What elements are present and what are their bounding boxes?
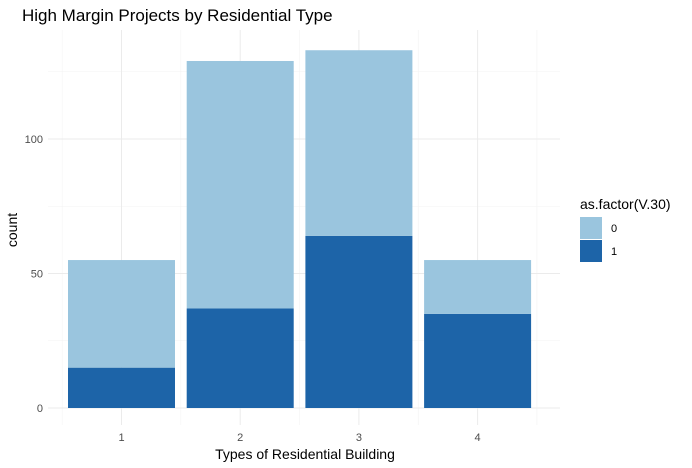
legend-key-0 <box>580 217 602 239</box>
chart-title: High Margin Projects by Residential Type <box>22 6 333 25</box>
bar-segment-series-1 <box>305 235 413 408</box>
y-tick-label: 0 <box>37 403 43 415</box>
bar-segment-series-0 <box>68 260 175 368</box>
bar-segment-series-0 <box>424 260 532 314</box>
bar-segment-series-0 <box>305 50 413 236</box>
y-axis-title: count <box>4 213 20 247</box>
x-tick-label: 3 <box>356 432 362 444</box>
y-tick-label: 100 <box>25 134 43 146</box>
bar-segment-series-1 <box>68 367 175 408</box>
x-tick-label: 2 <box>237 432 243 444</box>
x-axis-title: Types of Residential Building <box>215 446 395 462</box>
plot-area: 0 50 100 1 2 3 4 <box>25 30 560 444</box>
x-tick-label: 1 <box>118 432 124 444</box>
legend-title: as.factor(V.30) <box>580 196 671 212</box>
bar-segment-series-1 <box>424 313 532 408</box>
legend-key-1 <box>580 240 602 262</box>
legend: as.factor(V.30) 0 1 <box>580 196 671 262</box>
bar-segment-series-0 <box>186 60 294 309</box>
legend-label-1: 1 <box>611 246 617 258</box>
y-tick-label: 50 <box>31 269 43 281</box>
bar-segment-series-1 <box>186 308 294 408</box>
legend-label-0: 0 <box>611 223 617 235</box>
x-tick-label: 4 <box>475 432 481 444</box>
